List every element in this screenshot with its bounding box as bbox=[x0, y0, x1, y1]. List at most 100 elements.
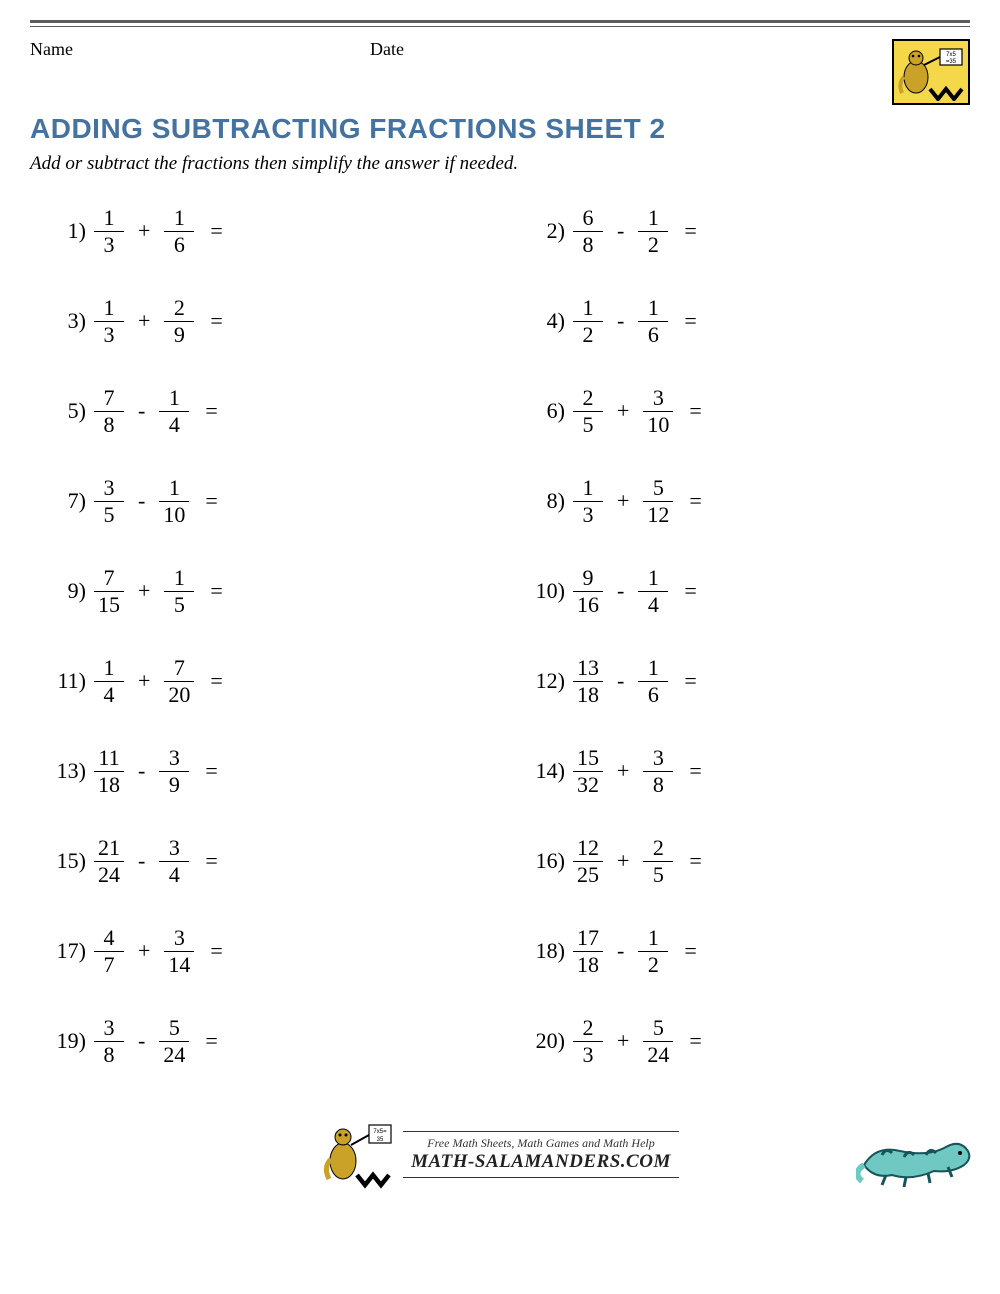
operator: + bbox=[617, 848, 629, 874]
instructions: Add or subtract the fractions then simpl… bbox=[30, 153, 970, 175]
problem-number: 6) bbox=[515, 398, 567, 424]
equals-sign: = bbox=[689, 1028, 701, 1054]
operator: + bbox=[138, 218, 150, 244]
fraction-a: 14 bbox=[94, 657, 124, 706]
numerator: 3 bbox=[170, 927, 189, 951]
equals-sign: = bbox=[205, 488, 217, 514]
equals-sign: = bbox=[689, 758, 701, 784]
denominator: 18 bbox=[94, 771, 124, 796]
problem-number: 18) bbox=[515, 938, 567, 964]
fraction-b: 39 bbox=[159, 747, 189, 796]
equals-sign: = bbox=[684, 668, 696, 694]
fraction-b: 14 bbox=[638, 567, 668, 616]
denominator: 3 bbox=[94, 231, 124, 256]
denominator: 16 bbox=[573, 591, 603, 616]
operator: + bbox=[617, 488, 629, 514]
date-label: Date bbox=[370, 39, 892, 60]
denominator: 18 bbox=[573, 951, 603, 976]
problem-number: 9) bbox=[36, 578, 88, 604]
name-label: Name bbox=[30, 39, 370, 60]
numerator: 3 bbox=[165, 747, 184, 771]
numerator: 1 bbox=[644, 657, 663, 681]
denominator: 5 bbox=[164, 591, 194, 616]
fraction-b: 38 bbox=[643, 747, 673, 796]
numerator: 1 bbox=[644, 927, 663, 951]
equals-sign: = bbox=[684, 308, 696, 334]
denominator: 6 bbox=[638, 321, 668, 346]
problem-number: 20) bbox=[515, 1028, 567, 1054]
problem-number: 10) bbox=[515, 578, 567, 604]
numerator: 4 bbox=[100, 927, 119, 951]
equals-sign: = bbox=[210, 218, 222, 244]
footer: 7x5= 35 Free Math Sheets, Math Games and… bbox=[30, 1099, 970, 1189]
problem-number: 19) bbox=[36, 1028, 88, 1054]
denominator: 6 bbox=[164, 231, 194, 256]
problem-row: 13)1118-39= bbox=[36, 743, 485, 799]
fraction-a: 916 bbox=[573, 567, 603, 616]
numerator: 1 bbox=[170, 207, 189, 231]
problem-row: 6)25+310= bbox=[515, 383, 964, 439]
numerator: 1 bbox=[644, 297, 663, 321]
lizard-icon bbox=[856, 1117, 976, 1189]
numerator: 9 bbox=[579, 567, 598, 591]
problem-row: 4)12-16= bbox=[515, 293, 964, 349]
equals-sign: = bbox=[205, 1028, 217, 1054]
operator: - bbox=[617, 308, 624, 334]
numerator: 1 bbox=[170, 567, 189, 591]
operator: - bbox=[138, 1028, 145, 1054]
denominator: 9 bbox=[164, 321, 194, 346]
equals-sign: = bbox=[689, 398, 701, 424]
fraction-b: 12 bbox=[638, 207, 668, 256]
fraction-b: 16 bbox=[638, 657, 668, 706]
fraction-b: 310 bbox=[643, 387, 673, 436]
denominator: 7 bbox=[94, 951, 124, 976]
problem-row: 16)1225+25= bbox=[515, 833, 964, 889]
problem-row: 9)715+15= bbox=[36, 563, 485, 619]
problem-number: 3) bbox=[36, 308, 88, 334]
fraction-a: 13 bbox=[573, 477, 603, 526]
fraction-a: 2124 bbox=[94, 837, 124, 886]
denominator: 18 bbox=[573, 681, 603, 706]
fraction-b: 15 bbox=[164, 567, 194, 616]
fraction-b: 14 bbox=[159, 387, 189, 436]
numerator: 3 bbox=[165, 837, 184, 861]
footer-brand: MATH-SALAMANDERS.COM bbox=[411, 1151, 671, 1173]
problem-number: 2) bbox=[515, 218, 567, 244]
problems-grid: 1)13+16=2)68-12=3)13+29=4)12-16=5)78-14=… bbox=[30, 203, 970, 1089]
fraction-b: 720 bbox=[164, 657, 194, 706]
numerator: 15 bbox=[573, 747, 603, 771]
numerator: 7 bbox=[100, 567, 119, 591]
denominator: 4 bbox=[94, 681, 124, 706]
problem-row: 7)35-110= bbox=[36, 473, 485, 529]
problem-number: 8) bbox=[515, 488, 567, 514]
operator: + bbox=[617, 1028, 629, 1054]
equals-sign: = bbox=[210, 578, 222, 604]
operator: - bbox=[138, 488, 145, 514]
operator: - bbox=[617, 938, 624, 964]
fraction-b: 16 bbox=[638, 297, 668, 346]
numerator: 2 bbox=[579, 1017, 598, 1041]
problem-number: 4) bbox=[515, 308, 567, 334]
problem-row: 1)13+16= bbox=[36, 203, 485, 259]
problem-row: 5)78-14= bbox=[36, 383, 485, 439]
fraction-a: 13 bbox=[94, 297, 124, 346]
worksheet-page: Name Date 7x5 =35 ADDING SUBTRACTING FRA… bbox=[0, 0, 1000, 1209]
fraction-a: 13 bbox=[94, 207, 124, 256]
denominator: 2 bbox=[638, 951, 668, 976]
fraction-a: 78 bbox=[94, 387, 124, 436]
numerator: 2 bbox=[649, 837, 668, 861]
problem-row: 11)14+720= bbox=[36, 653, 485, 709]
problem-number: 17) bbox=[36, 938, 88, 964]
fraction-a: 1318 bbox=[573, 657, 603, 706]
numerator: 1 bbox=[579, 297, 598, 321]
problem-row: 12)1318-16= bbox=[515, 653, 964, 709]
numerator: 1 bbox=[100, 657, 119, 681]
problem-row: 8)13+512= bbox=[515, 473, 964, 529]
problem-number: 15) bbox=[36, 848, 88, 874]
denominator: 2 bbox=[573, 321, 603, 346]
denominator: 4 bbox=[159, 861, 189, 886]
problem-row: 10)916-14= bbox=[515, 563, 964, 619]
problem-number: 5) bbox=[36, 398, 88, 424]
denominator: 3 bbox=[94, 321, 124, 346]
fraction-a: 38 bbox=[94, 1017, 124, 1066]
